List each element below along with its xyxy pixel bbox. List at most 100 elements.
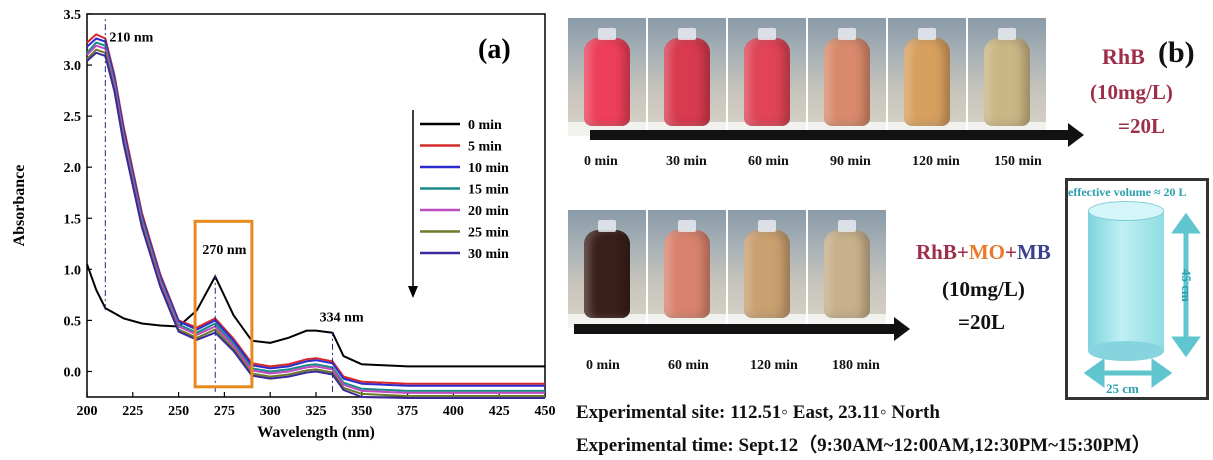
time-label: 180 min — [832, 358, 880, 373]
legend-arrow-head — [408, 286, 418, 298]
y-tick-label: 0.5 — [64, 314, 82, 329]
bottle-photo — [568, 18, 646, 136]
peak-annotation: 334 nm — [320, 310, 364, 325]
legend-entry: 10 min — [468, 161, 509, 176]
legend-entry: 15 min — [468, 183, 509, 198]
x-tick-label: 350 — [351, 404, 372, 419]
time-label: 60 min — [748, 154, 789, 169]
series-line-25-min — [86, 48, 545, 397]
panel-a-label: (a) — [478, 34, 511, 65]
photo-panel: 0 min 30 min 60 min 90 min 120 min 150 min Rh… — [560, 0, 1213, 460]
x-tick-label: 425 — [489, 404, 510, 419]
x-axis-label: Wavelength (nm) — [257, 424, 375, 441]
bottle — [824, 38, 870, 126]
bottle-neck — [758, 220, 776, 232]
time-label: 120 min — [912, 154, 960, 169]
panel-b-label: (b) — [1158, 36, 1195, 69]
bottle-neck — [758, 28, 776, 40]
bottle — [664, 230, 710, 318]
bottle-photo — [888, 18, 966, 136]
rhb-photo-strip — [568, 18, 1046, 136]
bottle — [664, 38, 710, 126]
bottle — [744, 230, 790, 318]
reactor-cylinder — [1088, 211, 1164, 351]
legend-entry: 25 min — [468, 226, 509, 241]
highlight-box — [193, 219, 254, 389]
legend-entry: 0 min — [468, 118, 502, 133]
reactor-cylinder-base — [1088, 341, 1164, 361]
y-tick-label: 1.5 — [64, 212, 82, 227]
time-label: 30 min — [666, 154, 707, 169]
x-tick-label: 400 — [443, 404, 464, 419]
bottle — [984, 38, 1030, 126]
bottle — [824, 230, 870, 318]
bottle-photo — [968, 18, 1046, 136]
reactor-dimension-arrows — [1083, 212, 1201, 388]
time-label: 150 min — [994, 154, 1042, 169]
effective-volume-label: effective volume ≈ 20 L — [1068, 185, 1187, 199]
y-tick-label: 2.0 — [64, 161, 82, 176]
panel-b-dye-label: RhB — [1102, 44, 1145, 69]
legend-entry: 30 min — [468, 247, 509, 262]
y-tick-label: 2.5 — [64, 110, 82, 125]
x-tick-label: 200 — [77, 404, 98, 419]
x-tick-label: 375 — [397, 404, 418, 419]
strip2-dye-label: RhB+MO+MB — [916, 240, 1051, 264]
strip1-volume: =20L — [1118, 114, 1165, 138]
bottle-neck — [998, 28, 1016, 40]
reactor-cylinder-top — [1088, 201, 1164, 221]
peak-annotation: 270 nm — [202, 243, 246, 258]
x-tick-label: 250 — [168, 404, 189, 419]
time-label: 0 min — [586, 358, 620, 373]
bottle-photo — [808, 210, 886, 328]
bottle-photo — [648, 210, 726, 328]
experimental-time: Experimental time: Sept.12（9:30AM~12:00A… — [576, 435, 1151, 456]
legend-entry: 20 min — [468, 204, 509, 219]
bottle-photo — [728, 18, 806, 136]
strip2-concentration: (10mg/L) — [942, 277, 1025, 301]
y-tick-label: 1.0 — [64, 263, 82, 278]
bottle-neck — [838, 28, 856, 40]
absorbance-chart: 200 225 250 275 300 325 350 375 400 425 450 0.0 0.5 1… — [11, 8, 556, 441]
bottle — [584, 230, 630, 318]
bottle-neck — [678, 28, 696, 40]
time-arrow-2 — [574, 317, 910, 341]
x-tick-label: 275 — [214, 404, 235, 419]
time-arrow-1 — [590, 123, 1084, 147]
bottle-photo — [728, 210, 806, 328]
strip1-concentration: (10mg/L) — [1090, 80, 1173, 104]
height-label: 45 cm — [1179, 269, 1194, 302]
y-axis-label: Absorbance — [11, 165, 28, 247]
series-line-20-min — [86, 44, 545, 394]
bottle-neck — [598, 220, 616, 232]
bottle-photo — [808, 18, 886, 136]
bottle-neck — [678, 220, 696, 232]
x-tick-label: 450 — [535, 404, 556, 419]
y-tick-label: 0.0 — [64, 365, 82, 380]
y-tick-label: 3.0 — [64, 59, 82, 74]
experimental-site: Experimental site: 112.51◦ East, 23.11◦ … — [576, 402, 940, 423]
series-line-0-min — [86, 263, 545, 368]
bottle — [744, 38, 790, 126]
legend-entry: 5 min — [468, 140, 502, 155]
bottle-photo — [648, 18, 726, 136]
strip2-volume: =20L — [958, 310, 1005, 334]
bottle — [584, 38, 630, 126]
peak-annotation: 210 nm — [109, 31, 153, 46]
series-line-30-min — [86, 51, 545, 399]
reactor-diagram: effective volume ≈ 20 L 45 cm 25 cm — [1065, 178, 1209, 400]
x-tick-label: 325 — [306, 404, 327, 419]
mixed-dye-photo-strip — [568, 210, 886, 328]
x-tick-label: 225 — [122, 404, 143, 419]
time-label: 120 min — [750, 358, 798, 373]
bottle-neck — [598, 28, 616, 40]
time-label: 60 min — [668, 358, 709, 373]
diameter-label: 25 cm — [1106, 381, 1139, 396]
bottle-neck — [918, 28, 936, 40]
bottle-neck — [838, 220, 856, 232]
time-label: 0 min — [584, 154, 618, 169]
bottle-photo — [568, 210, 646, 328]
time-label: 90 min — [830, 154, 871, 169]
y-tick-label: 3.5 — [64, 8, 82, 23]
x-tick-label: 300 — [260, 404, 281, 419]
